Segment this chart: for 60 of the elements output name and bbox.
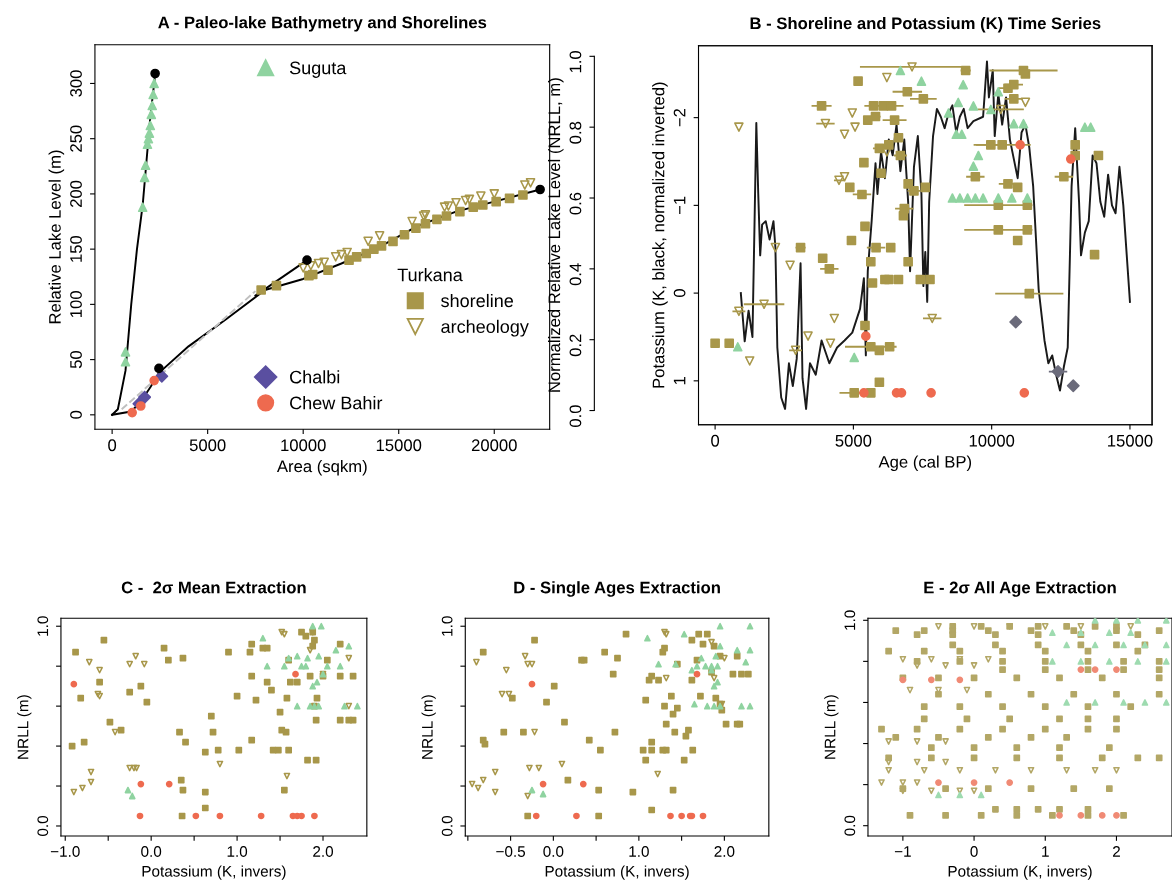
y2-tick-label: 1 (673, 377, 686, 385)
y-axis-title: Normalized Relative Lake Level (NRLL, m) (547, 78, 564, 392)
y-tick-label: 50 (70, 350, 82, 369)
x-tick-label: 15000 (1108, 434, 1153, 447)
x-tick-label: 20000 (471, 439, 517, 452)
chart-title: B - Shoreline and Potassium (K) Time Series (750, 16, 1101, 33)
x-tick-label: 5000 (189, 439, 226, 452)
x-tick-label: 0 (108, 439, 117, 452)
x-tick-label: 0.0 (543, 846, 564, 857)
x-tick-label: 1 (1042, 846, 1049, 857)
legend-label: archeology (441, 319, 529, 337)
x-tick-label: 1.0 (227, 846, 248, 857)
y-tick-label: 100 (70, 291, 82, 317)
y2-axis-title: Potassium (K, black, normalized inverted) (652, 82, 668, 388)
x-axis-title: Potassium (K, invers) (545, 865, 689, 880)
x-tick-label: 2.0 (714, 846, 735, 857)
x-tick-label: 0 (970, 846, 978, 857)
y-tick-label: 0 (70, 410, 82, 419)
x-tick-label: 10000 (969, 434, 1015, 447)
y-tick-label: 0.8 (569, 121, 582, 144)
y-axis-title: Relative Lake Level (m) (48, 150, 65, 324)
chart-title: E - 2σ All Age Extraction (924, 581, 1116, 597)
y2-tick-label: −2 (673, 108, 686, 127)
y2-tick-label: −1 (673, 196, 686, 215)
legend-label: Chalbi (290, 370, 340, 384)
y-axis-title: NRLL (m) (17, 695, 32, 759)
y-tick-label: 0.0 (569, 405, 582, 428)
x-axis-title: Area (sqkm) (276, 460, 367, 476)
x-tick-label: −1.0 (50, 846, 80, 857)
y-axis-title: NRLL (m) (824, 695, 839, 759)
x-axis-title: Age (cal BP) (878, 455, 972, 472)
y-tick-label: 250 (70, 125, 82, 152)
y2-tick-label: 0 (673, 289, 686, 298)
x-tick-label: −1 (894, 846, 911, 857)
chart-title: D - Single Ages Extraction (514, 581, 720, 597)
y-tick-label: 0.6 (569, 192, 582, 215)
chart-title: A - Paleo-lake Bathymetry and Shorelines (158, 16, 487, 32)
x-tick-label: 1.0 (629, 846, 649, 857)
legend-label: Suguta (289, 61, 347, 78)
y-tick-label: 150 (70, 235, 82, 262)
x-axis-title: Potassium (K, invers) (948, 865, 1092, 880)
y-tick-label: 0.4 (569, 263, 582, 286)
x-tick-label: 0 (711, 434, 720, 447)
legend-title: Turkana (397, 268, 463, 282)
y-tick-label: 0.2 (569, 334, 582, 357)
x-tick-label: 10000 (281, 439, 326, 452)
y-axis-title: NRLL (m) (421, 695, 436, 759)
x-tick-label: 2 (1112, 846, 1120, 857)
y-tick-label: 1.0 (569, 50, 582, 73)
chart-title: C - 2σ Mean Extraction (121, 581, 306, 594)
x-axis-title: Potassium (K, invers) (142, 865, 286, 880)
x-tick-label: 2.0 (313, 846, 334, 857)
legend-label: shoreline (441, 293, 514, 308)
x-tick-label: 0.0 (141, 846, 162, 857)
y-tick-label: 200 (70, 180, 82, 207)
x-tick-label: 15000 (376, 439, 422, 452)
x-tick-label: 5000 (835, 434, 872, 447)
x-tick-label: −0.5 (496, 846, 526, 857)
y-tick-label: 300 (70, 70, 82, 97)
legend-label: Chew Bahir (290, 396, 383, 410)
